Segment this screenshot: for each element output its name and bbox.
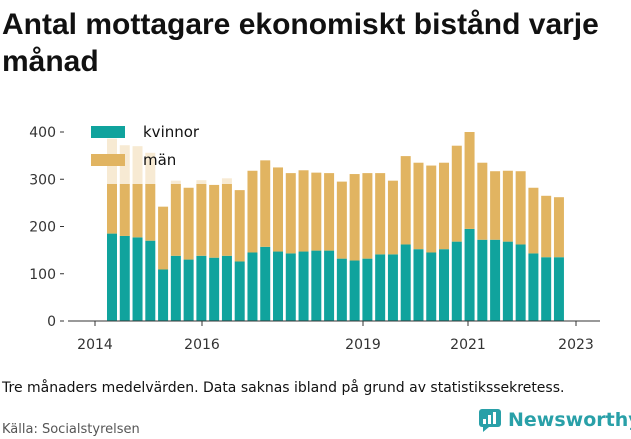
bar-man [477, 162, 488, 240]
legend-swatch [91, 126, 125, 138]
bar-man [285, 173, 296, 254]
bar-kvinnor [464, 228, 475, 321]
source-note: Källa: Socialstyrelsen [2, 422, 140, 437]
bar-kvinnor [349, 260, 360, 321]
bar-kvinnor [132, 237, 143, 321]
bar-man [553, 197, 564, 258]
bar-kvinnor [336, 258, 347, 321]
bar-kvinnor [387, 254, 398, 321]
chart-caption: Tre månaders medelvärden. Data saknas ib… [2, 380, 565, 396]
bar-man [107, 138, 117, 234]
bar-kvinnor [362, 258, 373, 321]
x-tick-label: 2014 [77, 337, 113, 353]
bar-man [170, 180, 181, 256]
bar-man [426, 165, 437, 253]
bar-man [183, 187, 194, 260]
bar-man [451, 145, 462, 242]
bar-kvinnor [515, 244, 526, 321]
bar-man [400, 156, 411, 245]
y-tick-label: 300 [29, 172, 56, 188]
bar-kvinnor [260, 246, 271, 321]
y-tick-label: 100 [29, 267, 56, 283]
bar-kvinnor [426, 252, 437, 321]
bar-man [209, 184, 220, 258]
bar-man [502, 170, 513, 242]
bar-kvinnor [119, 235, 130, 321]
bar-man [464, 132, 475, 229]
bar-man [375, 173, 386, 255]
x-tick-label: 2016 [184, 337, 220, 353]
bar-kvinnor [324, 250, 335, 321]
x-axis: 2014 2016 2019 2021 2023 [77, 321, 594, 353]
bar-kvinnor [477, 239, 488, 321]
bar-man [490, 171, 501, 240]
bar-kvinnor [298, 251, 309, 321]
bar-man [119, 145, 130, 236]
bar-man [311, 172, 322, 251]
bar-man [387, 180, 398, 255]
y-tick-label: 400 [29, 125, 56, 141]
bar-kvinnor [311, 250, 322, 321]
bar-kvinnor [196, 255, 207, 321]
bar-man [298, 170, 309, 252]
bar-man [158, 206, 169, 270]
newsworthy-logo-icon [479, 409, 501, 432]
bar-man [234, 190, 245, 262]
bar-man [362, 173, 373, 259]
bar-kvinnor [413, 249, 424, 321]
bars [107, 132, 564, 321]
legend-label: män [143, 151, 176, 169]
bar-man [132, 146, 143, 238]
bar-kvinnor [221, 255, 232, 321]
bar-man [221, 178, 232, 256]
legend: kvinnor män [82, 118, 234, 184]
bar-kvinnor [439, 249, 450, 321]
stacked-bar-chart: 0 100 200 300 400 2014 2016 2019 2021 2023 kvinn… [29, 118, 600, 353]
bar-man [349, 174, 360, 261]
bar-man [196, 180, 207, 256]
bar-man [260, 160, 271, 247]
bar-kvinnor [170, 255, 181, 321]
legend-swatch [91, 154, 125, 166]
bar-kvinnor [273, 251, 284, 321]
bar-kvinnor [375, 254, 386, 321]
bar-kvinnor [400, 244, 411, 321]
chart-title: Antal mottagare ekonomiskt bistånd varje… [2, 8, 599, 78]
bar-man [324, 173, 335, 251]
y-tick-label: 0 [47, 314, 56, 330]
bar-man [515, 171, 526, 245]
y-axis: 0 100 200 300 400 [29, 125, 64, 330]
bar-kvinnor [285, 253, 296, 321]
bar-kvinnor [183, 259, 194, 321]
bar-man [247, 170, 258, 253]
x-tick-label: 2021 [450, 337, 486, 353]
bar-kvinnor [234, 261, 245, 321]
bar-man [145, 152, 156, 241]
bar-kvinnor [209, 257, 220, 321]
bar-man [413, 162, 424, 250]
bar-man [336, 181, 347, 259]
x-tick-label: 2023 [558, 337, 594, 353]
bar-kvinnor [502, 241, 513, 321]
x-tick-label: 2019 [345, 337, 381, 353]
brand-name: Newsworthy [508, 409, 631, 431]
y-tick-label: 200 [29, 220, 56, 236]
brand-logo: Newsworthy [478, 407, 631, 433]
bar-kvinnor [528, 253, 539, 321]
bar-kvinnor [553, 257, 564, 321]
bar-man [541, 195, 552, 258]
legend-label: kvinnor [143, 123, 200, 141]
bar-kvinnor [541, 257, 552, 321]
bar-kvinnor [247, 252, 258, 321]
bar-kvinnor [107, 233, 117, 321]
bar-man [273, 167, 284, 252]
bar-man [439, 162, 450, 250]
bar-man [528, 187, 539, 254]
bar-kvinnor [490, 239, 501, 321]
bar-kvinnor [158, 269, 169, 321]
bar-kvinnor [145, 240, 156, 321]
bar-kvinnor [451, 241, 462, 321]
